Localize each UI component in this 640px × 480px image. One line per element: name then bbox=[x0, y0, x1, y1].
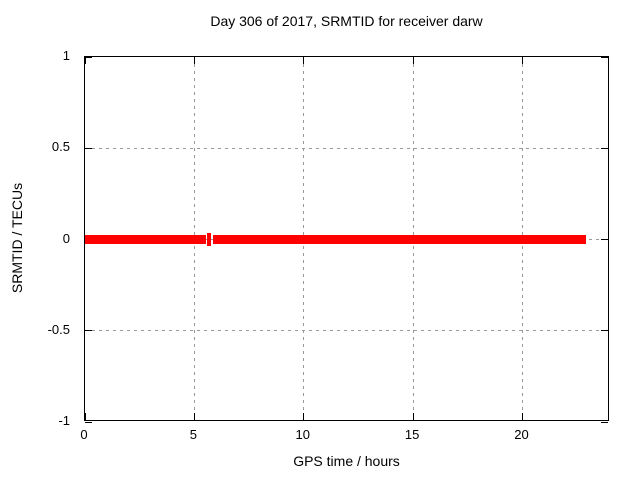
data-segment bbox=[212, 235, 586, 244]
y-tick-right bbox=[601, 56, 608, 58]
x-tick-label: 10 bbox=[295, 427, 310, 442]
y-tick-label: 0.5 bbox=[51, 139, 70, 155]
x-tick-top bbox=[303, 57, 305, 64]
y-tick-right bbox=[601, 421, 608, 423]
y-axis-label: SRMTID / TECUs bbox=[9, 182, 25, 294]
x-tick-bottom bbox=[412, 413, 414, 420]
y-tick-left bbox=[85, 421, 92, 423]
y-tick-right bbox=[601, 239, 608, 240]
y-tick-left bbox=[85, 56, 92, 58]
x-tick-bottom bbox=[522, 413, 523, 420]
x-axis-label: GPS time / hours bbox=[293, 453, 400, 469]
x-tick-label: 0 bbox=[80, 427, 88, 442]
y-tick-right bbox=[601, 147, 608, 149]
y-tick-left bbox=[85, 147, 92, 149]
y-tick-label: -1 bbox=[58, 413, 70, 428]
y-tick-label: 0 bbox=[62, 230, 70, 246]
x-tick-bottom bbox=[193, 413, 195, 420]
data-segment bbox=[207, 233, 211, 246]
x-tick-bottom bbox=[84, 413, 86, 420]
x-tick-top bbox=[84, 57, 86, 64]
x-tick-top bbox=[412, 57, 414, 64]
x-tick-label: 20 bbox=[514, 427, 529, 442]
x-tick-top bbox=[193, 57, 195, 64]
x-tick-label: 15 bbox=[404, 427, 420, 442]
x-tick-bottom bbox=[303, 413, 305, 420]
plot-area bbox=[84, 56, 609, 423]
y-tick-right bbox=[601, 330, 608, 332]
chart-title: Day 306 of 2017, SRMTID for receiver dar… bbox=[210, 13, 483, 29]
y-tick-left bbox=[85, 330, 92, 332]
y-gridline bbox=[85, 330, 608, 332]
data-segment bbox=[85, 235, 206, 244]
x-tick-label: 5 bbox=[189, 427, 197, 442]
y-gridline bbox=[85, 147, 608, 149]
x-tick-top bbox=[522, 57, 523, 64]
y-tick-label: -0.5 bbox=[47, 321, 70, 337]
y-tick-label: 1 bbox=[62, 48, 70, 63]
